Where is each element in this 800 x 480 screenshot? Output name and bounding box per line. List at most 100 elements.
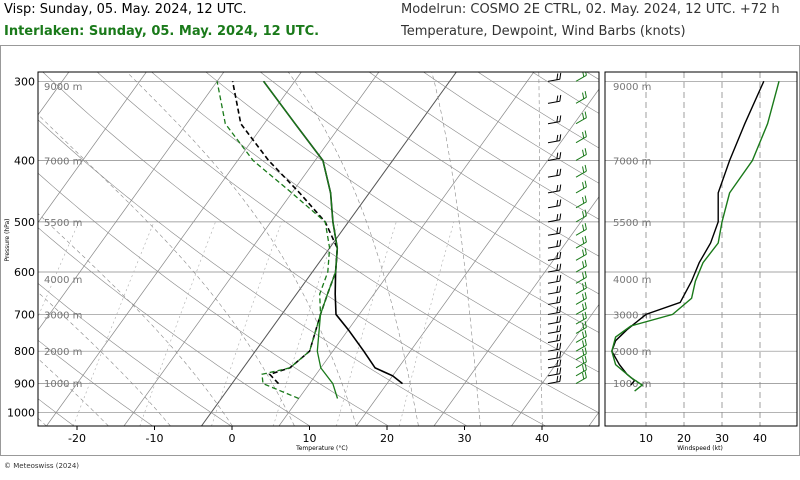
barb-flag: [556, 213, 559, 221]
barb-staff: [547, 121, 560, 125]
barb-staff: [575, 361, 587, 369]
barb-flag: [582, 92, 585, 99]
wind-height-label: 9000 m: [613, 82, 651, 93]
interlaken-wind-barb: [575, 363, 587, 377]
interlaken-wind-barb: [575, 355, 587, 369]
barb-flag: [582, 372, 585, 380]
barb-staff: [575, 317, 587, 325]
height-label: 4000 m: [44, 275, 82, 286]
barb-flag: [582, 237, 585, 244]
barb-staff: [547, 373, 560, 377]
height-label: 1000 m: [44, 379, 82, 390]
visp-wind-barb: [547, 115, 562, 125]
barb-flag: [584, 195, 587, 202]
dry-adiabat: [679, 62, 800, 426]
wind-x-tick-label: 40: [753, 432, 767, 445]
visp-wind-barb: [547, 325, 562, 334]
barb-flag: [584, 248, 587, 255]
dry-adiabat: [625, 62, 800, 426]
barb-flag: [556, 227, 559, 234]
barb-flag: [556, 351, 559, 359]
barb-flag: [584, 270, 587, 278]
barb-staff: [547, 381, 560, 385]
barb-flag: [559, 213, 562, 220]
barb-staff: [575, 369, 587, 377]
barb-staff: [547, 339, 560, 343]
barb-flag: [582, 196, 585, 204]
barb-flag: [582, 261, 585, 268]
interlaken-wind-barb: [575, 321, 587, 334]
barb-staff: [575, 136, 587, 144]
x-tick-label: 40: [535, 432, 549, 445]
visp-wind-barb: [547, 306, 562, 315]
barb-flag: [582, 211, 585, 218]
barb-staff: [575, 117, 587, 125]
interlaken-wind-barb: [575, 311, 587, 325]
visp-wind-barb: [547, 367, 562, 377]
barb-staff: [575, 96, 587, 104]
x-tick-label: -20: [68, 432, 86, 445]
interlaken-wind-barb: [575, 91, 587, 104]
barb-staff: [575, 186, 587, 194]
barb-staff: [575, 74, 587, 82]
x-axis-title: Temperature (°C): [295, 445, 348, 452]
interlaken-wind-barb: [575, 259, 587, 273]
mixing-ratio-line: [336, 221, 397, 426]
barb-flag: [584, 148, 587, 155]
interlaken-temperature-line: [263, 80, 339, 399]
barb-flag: [582, 348, 585, 356]
isotherm-line: [201, 72, 457, 426]
visp-wind-barb: [547, 359, 562, 369]
barb-flag: [556, 316, 559, 323]
barb-flag: [584, 321, 587, 328]
barb-staff: [547, 174, 560, 178]
barb-staff: [547, 269, 560, 273]
dry-adiabat: [259, 72, 599, 295]
barb-flag: [559, 184, 562, 191]
moist-adiabat: [38, 213, 233, 426]
visp-wind-barb: [547, 285, 562, 295]
barb-flag: [556, 240, 559, 247]
barb-flag: [556, 73, 559, 80]
dry-adiabat: [38, 339, 153, 426]
interlaken-wind-barb: [575, 180, 587, 194]
wind-height-label: 4000 m: [613, 275, 651, 286]
visp-wind-barb: [547, 251, 562, 261]
isotherm-line: [123, 72, 380, 426]
isotherm-line: [588, 411, 599, 426]
barb-flag: [559, 274, 562, 282]
visp-wind-barb: [547, 274, 562, 284]
visp-wind-barb: [547, 375, 562, 385]
interlaken-wind-barb: [575, 148, 587, 161]
barb-flag: [559, 351, 562, 358]
barb-staff: [547, 330, 560, 334]
visp-wind-barb: [547, 72, 562, 82]
y-axis-title: Pressure (hPa): [4, 218, 11, 261]
barb-flag: [559, 263, 562, 271]
barb-flag: [559, 239, 562, 247]
moist-adiabat: [38, 358, 109, 426]
visp-wind-barb: [547, 334, 562, 343]
interlaken-wind-barb: [575, 195, 587, 209]
barb-flag: [582, 112, 585, 120]
isotherm-line: [38, 72, 147, 224]
barb-flag: [582, 149, 585, 157]
barb-flag: [582, 283, 585, 290]
isotherm-line: [433, 196, 599, 426]
figure-frame: [0, 45, 800, 456]
barb-staff: [575, 287, 587, 295]
wind-x-tick-label: 10: [639, 432, 653, 445]
dry-adiabat: [787, 62, 800, 426]
isotherm-line: [46, 72, 302, 426]
barb-flag: [584, 180, 587, 187]
height-label: 2000 m: [44, 347, 82, 358]
dry-adiabat: [151, 72, 599, 373]
height-label: 7000 m: [44, 156, 82, 167]
moist-adiabat: [38, 114, 295, 426]
barb-flag: [584, 209, 587, 216]
visp-wind-barb: [547, 152, 562, 161]
barb-flag: [582, 322, 585, 330]
barb-flag: [556, 264, 559, 271]
visp-wind-barb: [547, 296, 562, 305]
barb-flag: [559, 199, 562, 206]
